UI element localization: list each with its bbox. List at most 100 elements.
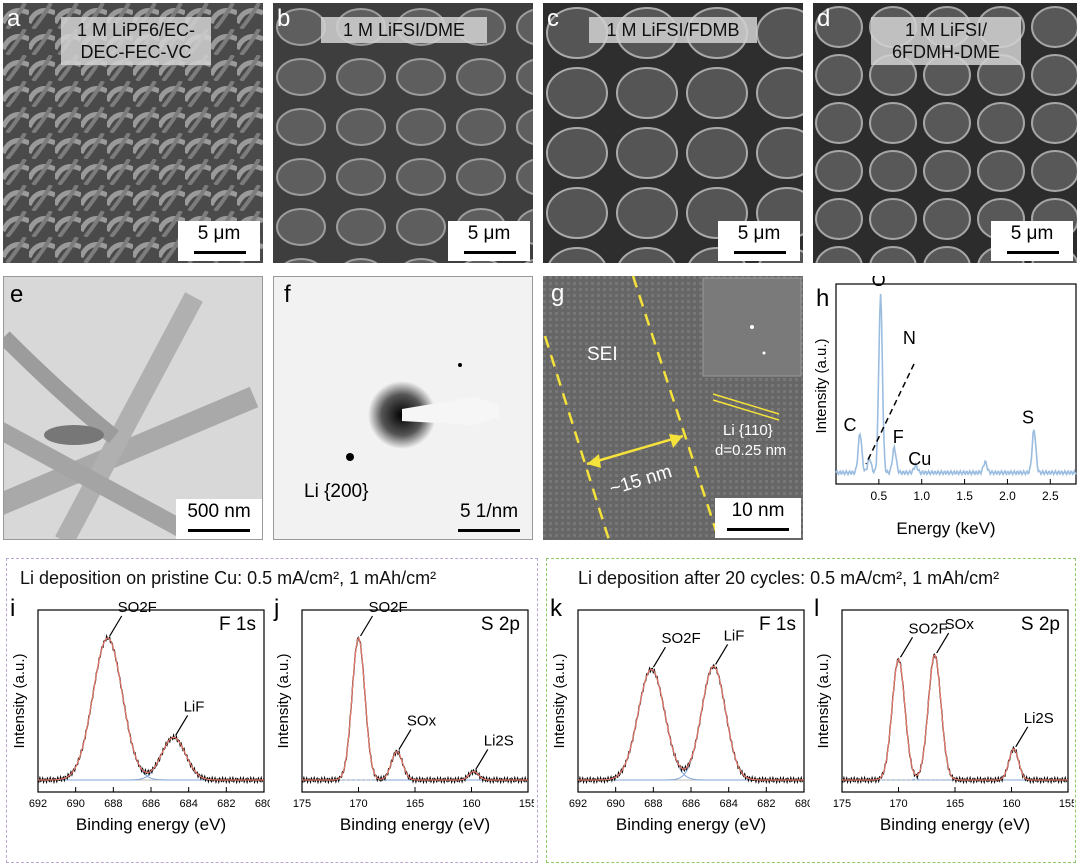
saed-pattern xyxy=(346,363,499,461)
x-tick-label: 175 xyxy=(833,798,851,810)
panel-letter: k xyxy=(550,596,563,622)
peak-arrow xyxy=(1015,726,1029,748)
raw-data-line xyxy=(577,664,805,785)
panel-e: e 500 nm xyxy=(3,276,263,540)
x-tick-label: 2.5 xyxy=(1042,489,1059,503)
peak-label: SO2F xyxy=(909,620,948,637)
core-level-label: F 1s xyxy=(759,614,796,635)
panel-letter: b xyxy=(277,5,291,32)
panel-label: 1 M LiFSI/FDMB xyxy=(589,17,757,43)
scale-bar: 5 μm xyxy=(991,221,1073,261)
x-tick-label: 0.5 xyxy=(871,489,888,503)
panel-letter: a xyxy=(7,5,21,32)
panel-letter: j xyxy=(273,596,279,622)
panel-letter: f xyxy=(284,281,291,308)
fit-envelope-line xyxy=(38,637,264,781)
sem-texture-c xyxy=(543,3,803,263)
peak-label-n: N xyxy=(903,328,916,348)
ring-label: Li {200} xyxy=(304,481,369,502)
y-axis-label: Intensity (a.u.) xyxy=(815,653,832,748)
x-tick-label: 680 xyxy=(795,798,810,810)
peak-label-cu: Cu xyxy=(908,449,931,469)
panel-c: c 1 M LiFSI/FDMB 5 μm xyxy=(543,3,803,263)
panel-letter: g xyxy=(551,280,565,307)
tem-nanotubes xyxy=(4,292,259,539)
panel-g: g SEI ~15 nm Li {110} d=0.25 nm 10 nm xyxy=(543,276,803,540)
d-spacing-label: d=0.25 nm xyxy=(715,442,787,459)
group-right-frame xyxy=(546,558,1076,863)
plot-frame xyxy=(301,609,529,793)
x-tick-label: 1.0 xyxy=(913,489,930,503)
scale-bar: 5 1/nm xyxy=(446,499,532,539)
x-axis-label: Binding energy (eV) xyxy=(76,815,226,834)
x-tick-label: 160 xyxy=(462,798,480,810)
panel-letter: e xyxy=(10,281,24,308)
panel-h: h 0.5 1.0 1.5 2.0 2.5 C O N F Cu S Energy (keV) I… xyxy=(810,276,1078,556)
x-axis-label: Binding energy (eV) xyxy=(616,815,766,834)
x-tick-label: 165 xyxy=(406,798,424,810)
x-tick-label: 175 xyxy=(293,798,311,810)
xps-panel-i: i F 1s 692 690 688 686 684 682 680 Binding energy… xyxy=(10,596,270,834)
panel-label: 1 M LiPF6/EC- DEC-FEC-VC xyxy=(61,17,211,65)
fit-envelope-line xyxy=(302,636,528,781)
peak-label: SOx xyxy=(407,713,437,730)
core-level-label: S 2p xyxy=(481,614,520,635)
peak-arrow xyxy=(109,615,123,637)
peak-arrow xyxy=(936,632,950,654)
x-tick-label: 692 xyxy=(29,798,47,810)
peak-labels: C O N FCu S xyxy=(844,276,1035,469)
panel-letter: h xyxy=(816,285,829,312)
peak-arrow xyxy=(475,749,489,770)
x-tick-label: 690 xyxy=(606,798,624,810)
fit-component xyxy=(38,637,264,781)
scale-bar: 5 μm xyxy=(448,221,530,261)
group-left-frame xyxy=(6,558,538,863)
group-right-title: Li deposition after 20 cycles: 0.5 mA/cm… xyxy=(578,568,1000,588)
plot-frame xyxy=(835,283,1077,485)
lattice-label: Li {110} xyxy=(723,422,773,439)
peak-label: Li2S xyxy=(484,732,514,749)
peak-label: LiF xyxy=(184,698,205,715)
x-tick-label: 684 xyxy=(719,798,737,810)
peak-label: SOx xyxy=(945,616,975,633)
scale-bar: 5 μm xyxy=(178,221,260,261)
peak-label: SO2F xyxy=(118,599,157,616)
peak-arrow xyxy=(715,644,729,665)
y-axis-label: Intensity (a.u.) xyxy=(813,338,830,433)
peak-arrow xyxy=(175,715,189,736)
panel-b: b 1 M LiFSI/DME 5 μm xyxy=(273,3,533,263)
x-axis-label: Energy (keV) xyxy=(896,519,995,538)
x-axis-label: Binding energy (eV) xyxy=(880,815,1030,834)
sei-label: SEI xyxy=(587,344,618,365)
peak-label: LiF xyxy=(724,627,745,644)
fit-component xyxy=(302,751,528,781)
peak-label: SO2F xyxy=(369,599,408,616)
core-level-label: F 1s xyxy=(219,614,256,635)
panel-label: 1 M LiFSI/ 6FDMH-DME xyxy=(871,17,1021,65)
x-tick-label: 692 xyxy=(569,798,587,810)
panel-label: 1 M LiFSI/DME xyxy=(321,17,487,43)
xps-panel-l: l S 2p 175 170 165 160 155 Binding energy (eV) I… xyxy=(814,596,1074,834)
y-axis-label: Intensity (a.u.) xyxy=(275,653,292,748)
core-level-label: S 2p xyxy=(1021,614,1060,635)
fit-envelope-line xyxy=(578,665,804,781)
fit-envelope-line xyxy=(842,654,1068,781)
x-tick-label: 2.0 xyxy=(999,489,1016,503)
y-axis-label: Intensity (a.u.) xyxy=(551,653,568,748)
x-tick-label: 170 xyxy=(349,798,367,810)
peak-label-c: C xyxy=(844,415,857,435)
x-tick-label: 688 xyxy=(104,798,122,810)
x-tick-label: 686 xyxy=(142,798,160,810)
panel-letter: l xyxy=(814,596,819,622)
group-left-title: Li deposition on pristine Cu: 0.5 mA/cm²… xyxy=(20,568,437,588)
eds-spectrum-line xyxy=(835,293,1077,477)
eds-chart: h 0.5 1.0 1.5 2.0 2.5 C O N FCu S Energy (keV) I… xyxy=(813,276,1077,538)
peak-label-f: F xyxy=(893,427,904,447)
panel-d: d 1 M LiFSI/ 6FDMH-DME 5 μm xyxy=(813,3,1077,263)
xps-panel-k: k F 1s 692 690 688 686 684 682 680 Binding energy… xyxy=(550,596,810,834)
panel-letter: i xyxy=(10,596,15,622)
x-tick-label: 1.5 xyxy=(956,489,973,503)
x-tick-label: 680 xyxy=(255,798,270,810)
fit-component xyxy=(578,665,804,781)
peak-arrow xyxy=(899,636,914,658)
